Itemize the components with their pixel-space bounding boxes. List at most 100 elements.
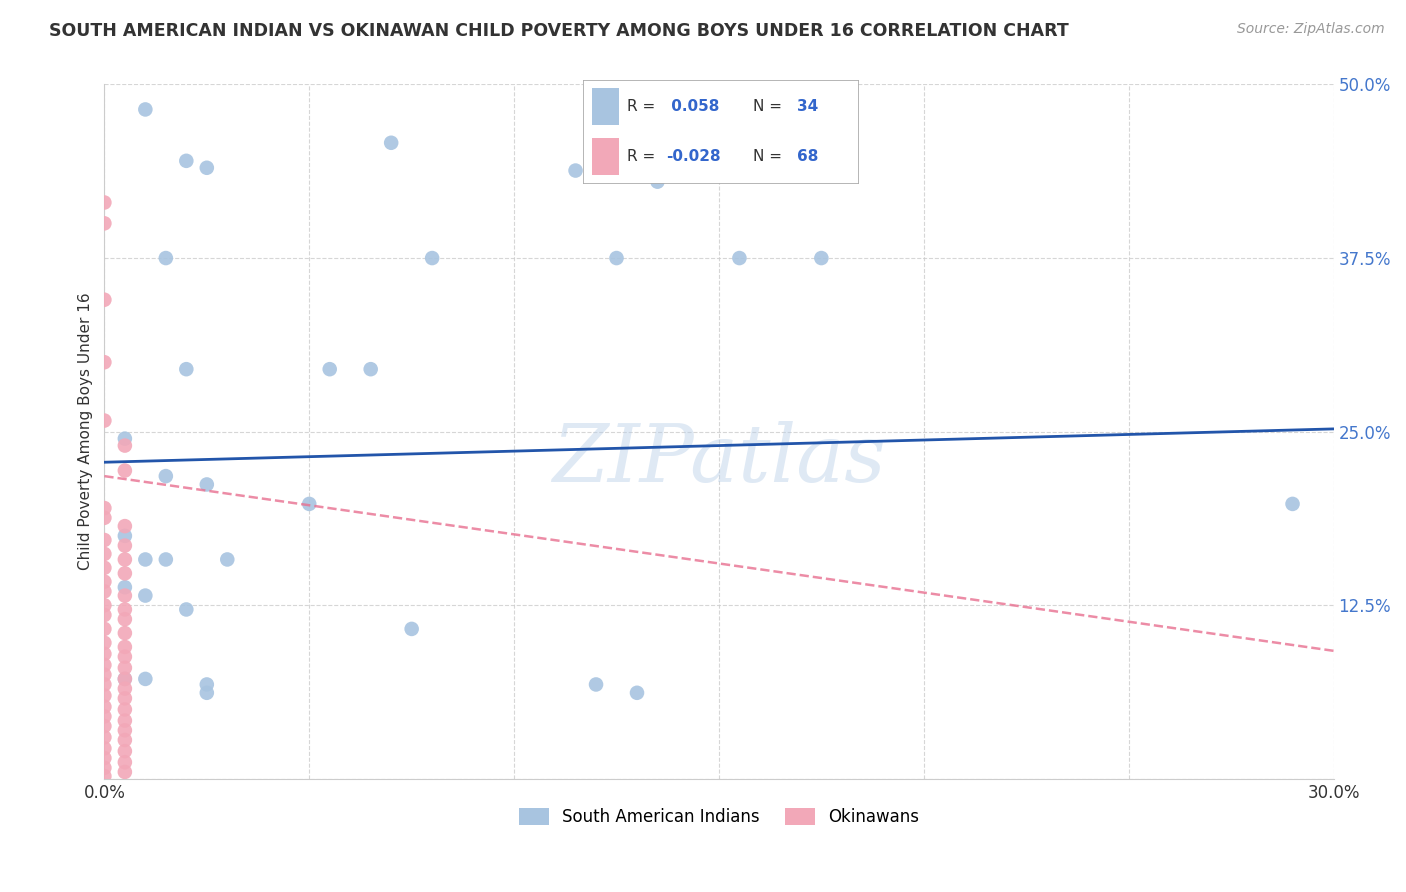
Point <box>93 689 115 703</box>
Point <box>93 769 115 783</box>
Y-axis label: Child Poverty Among Boys Under 16: Child Poverty Among Boys Under 16 <box>79 293 93 571</box>
Point <box>195 161 218 175</box>
Point <box>93 709 115 723</box>
Point <box>114 691 136 706</box>
Point <box>114 744 136 758</box>
Point <box>114 552 136 566</box>
Point <box>93 293 115 307</box>
Point <box>114 612 136 626</box>
Point <box>298 497 321 511</box>
Bar <box>592 137 619 175</box>
Point <box>114 764 136 779</box>
Point <box>155 251 177 265</box>
Point <box>114 640 136 654</box>
Text: Source: ZipAtlas.com: Source: ZipAtlas.com <box>1237 22 1385 37</box>
Point <box>114 432 136 446</box>
Point <box>93 501 115 516</box>
Point <box>93 599 115 613</box>
Point <box>564 163 586 178</box>
Text: N =: N = <box>754 149 783 164</box>
Point <box>114 519 136 533</box>
Point <box>93 355 115 369</box>
Point <box>810 251 832 265</box>
Point <box>114 580 136 594</box>
Point <box>114 539 136 553</box>
Point <box>134 672 156 686</box>
Point <box>401 622 423 636</box>
Point <box>93 731 115 745</box>
Point <box>360 362 382 376</box>
Point <box>114 626 136 640</box>
Point <box>93 647 115 661</box>
Point <box>93 677 115 691</box>
Point <box>728 251 751 265</box>
Point <box>114 602 136 616</box>
Point <box>114 439 136 453</box>
Point <box>114 464 136 478</box>
Point <box>93 636 115 650</box>
Text: 0.058: 0.058 <box>666 99 718 114</box>
Point <box>93 547 115 561</box>
Point <box>114 702 136 716</box>
Text: 34: 34 <box>797 99 818 114</box>
Point <box>93 561 115 575</box>
Point <box>114 733 136 747</box>
Point <box>114 566 136 581</box>
Text: -0.028: -0.028 <box>666 149 720 164</box>
Point <box>93 658 115 673</box>
Point <box>93 574 115 589</box>
Point <box>114 723 136 738</box>
Point <box>195 686 218 700</box>
Point <box>195 677 218 691</box>
Point <box>319 362 342 376</box>
Point <box>647 175 669 189</box>
Point <box>93 719 115 733</box>
Point <box>134 103 156 117</box>
Point <box>605 251 627 265</box>
Point <box>420 251 443 265</box>
Text: ZIPatlas: ZIPatlas <box>553 421 886 499</box>
Point <box>93 741 115 756</box>
Bar <box>592 88 619 126</box>
Text: 68: 68 <box>797 149 818 164</box>
Point <box>155 469 177 483</box>
Point <box>93 751 115 765</box>
Point <box>114 756 136 770</box>
Point <box>93 607 115 622</box>
Point <box>217 552 239 566</box>
Point <box>93 216 115 230</box>
Point <box>93 413 115 427</box>
Point <box>176 362 198 376</box>
Point <box>176 602 198 616</box>
Text: R =: R = <box>627 99 655 114</box>
Point <box>134 589 156 603</box>
Point <box>114 661 136 675</box>
Text: SOUTH AMERICAN INDIAN VS OKINAWAN CHILD POVERTY AMONG BOYS UNDER 16 CORRELATION : SOUTH AMERICAN INDIAN VS OKINAWAN CHILD … <box>49 22 1069 40</box>
Point <box>93 510 115 524</box>
Point <box>114 681 136 696</box>
Point <box>93 622 115 636</box>
Point <box>93 195 115 210</box>
Point <box>93 584 115 599</box>
Point <box>93 667 115 681</box>
Point <box>195 477 218 491</box>
Point <box>114 672 136 686</box>
Point <box>585 677 607 691</box>
Point <box>176 153 198 168</box>
Text: N =: N = <box>754 99 783 114</box>
Point <box>155 552 177 566</box>
Point <box>114 672 136 686</box>
Point <box>93 761 115 775</box>
Point <box>134 552 156 566</box>
Text: R =: R = <box>627 149 655 164</box>
Point <box>380 136 402 150</box>
Point <box>114 714 136 728</box>
Point <box>93 533 115 547</box>
Point <box>1281 497 1303 511</box>
Point <box>93 699 115 714</box>
Point <box>626 686 648 700</box>
Point <box>114 649 136 664</box>
Point <box>114 589 136 603</box>
Legend: South American Indians, Okinawans: South American Indians, Okinawans <box>512 802 925 833</box>
Point <box>114 529 136 543</box>
